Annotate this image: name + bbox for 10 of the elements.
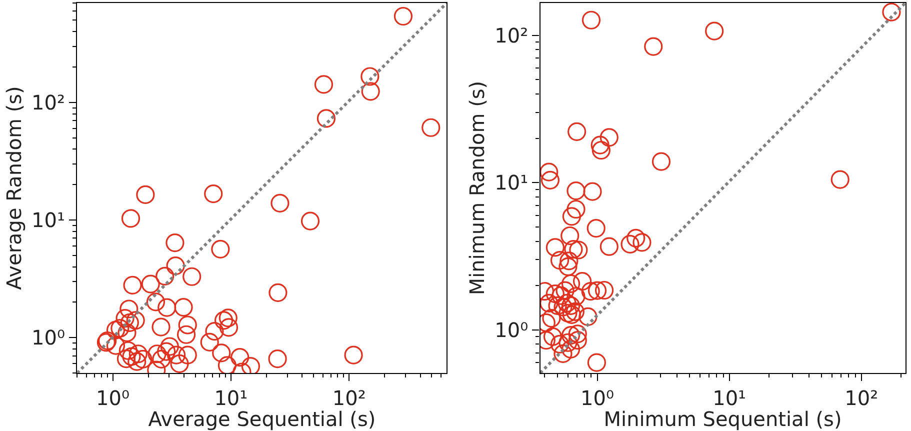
y-tick-label: 10² xyxy=(32,90,66,114)
y-tick-label: 10² xyxy=(494,23,528,48)
y-tick-label: 10¹ xyxy=(494,170,528,195)
y-tick-label: 10⁰ xyxy=(494,318,528,342)
y-tick-label: 10⁰ xyxy=(32,326,66,350)
x-tick-label: 10² xyxy=(844,386,878,410)
y-tick-label: 10¹ xyxy=(32,208,66,232)
y-axis-title: Minimum Random (s) xyxy=(465,80,490,296)
x-tick-label: 10⁰ xyxy=(96,386,130,410)
y-axis-title: Average Random (s) xyxy=(2,86,26,290)
